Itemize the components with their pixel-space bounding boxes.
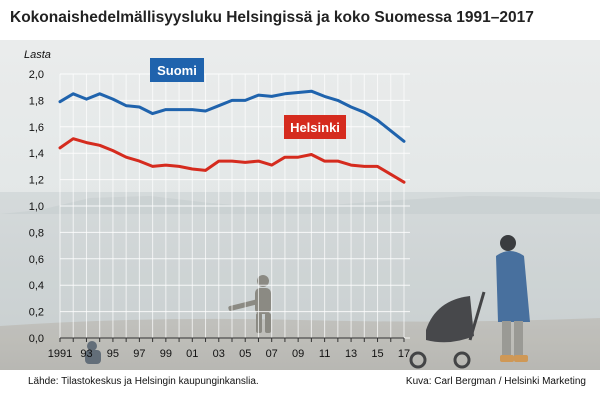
x-axis: 1991 93 95 97 99 01 03 05 07 09 11 13 15 17: [48, 337, 410, 360]
photo-credit: Kuva: Carl Bergman / Helsinki Marketing: [405, 376, 586, 387]
series-line-suomi: [58, 89, 406, 143]
y-axis-label: Lasta: [24, 49, 51, 61]
x-tick-label: 99: [160, 348, 172, 360]
y-tick-label: 2,0: [29, 69, 44, 81]
y-tick-label: 0,6: [29, 254, 44, 266]
series-labels: Suomi Helsinki: [150, 58, 346, 139]
series-label-box: [150, 58, 204, 82]
y-axis: 0,0 0,2 0,4 0,6 0,8 1,0 1,2 1,4 1,6 1,8 2,0 Lasta: [24, 49, 51, 345]
x-tick-label: 07: [266, 348, 278, 360]
x-tick-label: 09: [292, 348, 304, 360]
series-label-box: [284, 115, 346, 139]
x-tick-label: 01: [186, 348, 198, 360]
x-tick-label: 93: [80, 348, 92, 360]
y-tick-label: 1,2: [29, 175, 44, 187]
y-tick-label: 1,4: [29, 148, 44, 160]
y-tick-label: 0,0: [29, 333, 44, 345]
x-tick-label: 11: [319, 348, 330, 360]
x-tick-label: 05: [239, 348, 251, 360]
y-tick-label: 0,4: [29, 280, 44, 292]
source-credit: Lähde: Tilastokeskus ja Helsingin kaupun…: [28, 376, 259, 387]
series-label-suomi: Suomi: [150, 58, 204, 82]
y-tick-label: 1,8: [29, 95, 44, 107]
y-tick-label: 0,2: [29, 307, 44, 319]
gridlines: [59, 73, 410, 339]
x-tick-label: 97: [133, 348, 145, 360]
series-label-helsinki: Helsinki: [284, 115, 346, 139]
x-tick-label: 03: [213, 348, 225, 360]
y-tick-label: 0,8: [29, 227, 44, 239]
data-series: [58, 89, 406, 184]
series-label-text: Helsinki: [290, 120, 340, 135]
chart-title: Kokonaishedelmällisyysluku Helsingissä j…: [10, 9, 534, 26]
y-tick-label: 1,0: [29, 201, 44, 213]
x-tick-label: 1991: [48, 348, 72, 360]
x-tick-label: 15: [371, 348, 383, 360]
x-tick-label: 95: [107, 348, 119, 360]
series-label-text: Suomi: [157, 63, 197, 78]
y-tick-label: 1,6: [29, 122, 44, 134]
series-line-helsinki: [58, 137, 406, 184]
x-tick-label: 13: [345, 348, 357, 360]
x-tick-label: 17: [398, 348, 410, 360]
